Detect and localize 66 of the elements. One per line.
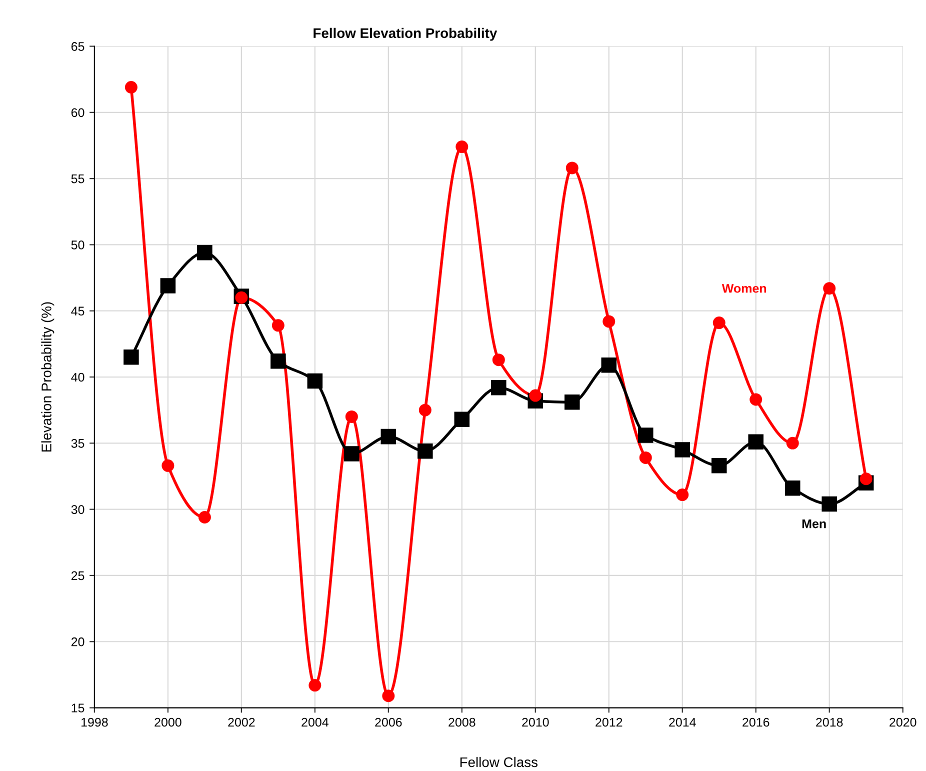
point bbox=[676, 488, 689, 502]
point bbox=[786, 436, 799, 450]
point bbox=[712, 316, 726, 330]
point bbox=[380, 428, 396, 444]
series-label: Women bbox=[722, 284, 766, 293]
x-tick-label: 2008 bbox=[448, 718, 476, 727]
point bbox=[674, 442, 690, 458]
series-label: Men bbox=[802, 519, 826, 528]
point bbox=[418, 404, 432, 416]
y-tick-label: 45 bbox=[71, 306, 84, 316]
point bbox=[564, 394, 580, 410]
point bbox=[602, 315, 616, 328]
point bbox=[748, 434, 764, 450]
point bbox=[860, 472, 872, 486]
point bbox=[272, 319, 284, 332]
point bbox=[344, 446, 360, 462]
x-tick-label: 1998 bbox=[82, 718, 108, 727]
y-tick-label: 40 bbox=[71, 372, 84, 382]
point bbox=[162, 459, 174, 472]
point bbox=[197, 245, 212, 260]
x-tick-label: 2010 bbox=[522, 718, 549, 727]
x-tick-label: 2016 bbox=[742, 718, 770, 727]
x-tick-label: 2014 bbox=[669, 718, 696, 727]
y-tick-label: 65 bbox=[71, 42, 84, 51]
y-tick-label: 15 bbox=[72, 704, 84, 712]
point bbox=[124, 350, 139, 365]
point bbox=[308, 679, 322, 692]
y-tick-label: 30 bbox=[71, 505, 84, 514]
chart-title: Fellow Elevation Probability bbox=[314, 28, 498, 41]
point bbox=[124, 81, 138, 94]
point bbox=[382, 690, 395, 702]
y-tick-label: 50 bbox=[71, 240, 84, 250]
y-tick-label: 60 bbox=[71, 108, 84, 118]
point bbox=[601, 357, 617, 373]
y-tick-label: 20 bbox=[71, 637, 84, 646]
point bbox=[784, 480, 800, 496]
point bbox=[454, 412, 470, 427]
y-tick-label: 25 bbox=[71, 571, 84, 580]
x-tick-label: 2000 bbox=[154, 718, 182, 727]
point bbox=[711, 458, 727, 474]
point bbox=[270, 354, 286, 369]
x-tick-label: 2004 bbox=[302, 718, 328, 727]
y-tick-label: 35 bbox=[71, 438, 84, 448]
point bbox=[823, 282, 836, 295]
point bbox=[345, 410, 358, 423]
point bbox=[491, 380, 506, 396]
point bbox=[638, 428, 654, 443]
point bbox=[418, 443, 433, 459]
x-tick-label: 2012 bbox=[596, 718, 622, 727]
x-tick-label: 2002 bbox=[228, 718, 255, 727]
x-tick-label: 2006 bbox=[375, 718, 402, 727]
x-tick-label: 2020 bbox=[890, 718, 916, 727]
point bbox=[198, 511, 211, 524]
point bbox=[492, 354, 505, 366]
point bbox=[750, 393, 762, 406]
point bbox=[639, 451, 652, 464]
point bbox=[566, 162, 578, 174]
x-axis-title: Fellow Class bbox=[460, 756, 538, 768]
point bbox=[456, 140, 468, 154]
point bbox=[160, 278, 176, 294]
point bbox=[529, 389, 542, 402]
point bbox=[822, 496, 837, 512]
x-tick-label: 2018 bbox=[816, 718, 843, 727]
y-tick-label: 55 bbox=[71, 174, 84, 184]
y-axis-title: Elevation Probability (%) bbox=[41, 302, 54, 452]
point bbox=[307, 373, 323, 389]
